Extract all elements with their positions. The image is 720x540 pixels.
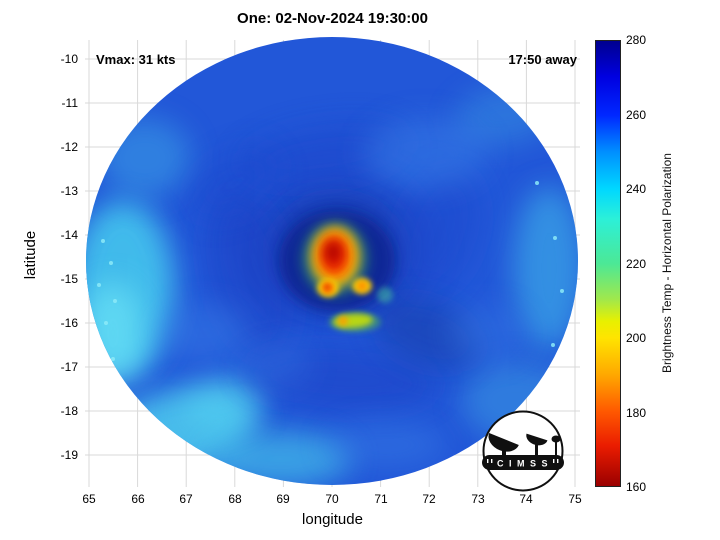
colorbar-tick: 200 <box>626 331 647 345</box>
colorbar-label: Brightness Temp - Horizontal Polarizatio… <box>660 153 674 373</box>
x-tick: 71 <box>374 492 388 506</box>
logo-circle <box>482 410 564 492</box>
colorbar-tick: 220 <box>626 257 647 271</box>
colorbar-tick: 260 <box>626 108 647 122</box>
storm-core <box>279 211 395 311</box>
y-tick: -19 <box>60 448 78 462</box>
y-axis-label: latitude <box>22 230 39 280</box>
satellite-swath <box>86 37 578 485</box>
plot-area <box>85 37 580 487</box>
x-tick: 65 <box>82 492 96 506</box>
x-axis-ticks: 65 66 67 68 69 70 71 72 73 74 75 <box>82 492 581 508</box>
observatory-silhouette-icon <box>482 433 564 470</box>
x-tick: 72 <box>422 492 436 506</box>
y-tick: -17 <box>60 360 78 374</box>
colorbar-tick: 160 <box>626 480 647 494</box>
x-tick: 75 <box>568 492 582 506</box>
y-tick: -16 <box>60 316 78 330</box>
y-tick: -13 <box>60 184 78 198</box>
x-tick: 66 <box>131 492 145 506</box>
x-tick: 68 <box>228 492 242 506</box>
y-tick: -14 <box>60 228 78 242</box>
x-tick: 69 <box>276 492 290 506</box>
x-tick: 74 <box>519 492 533 506</box>
y-tick: -18 <box>60 404 78 418</box>
colorbar-ticks: 280 260 240 220 200 180 160 <box>626 33 660 494</box>
convective-cells <box>317 278 393 332</box>
y-tick: -12 <box>60 140 78 154</box>
logo-band-ticks <box>487 459 559 463</box>
plot-title: One: 02-Nov-2024 19:30:00 <box>237 10 428 27</box>
colorbar <box>595 40 621 487</box>
vmax-annotation: Vmax: 31 kts <box>96 52 176 67</box>
x-axis-label: longitude <box>302 511 363 528</box>
colorbar-tick: 240 <box>626 182 647 196</box>
y-tick: -10 <box>60 52 78 66</box>
y-axis-ticks: -10 -11 -12 -13 -14 -15 -16 -17 -18 -19 <box>38 33 80 489</box>
y-tick: -11 <box>61 96 78 110</box>
x-tick: 70 <box>325 492 339 506</box>
colorbar-tick: 280 <box>626 33 647 47</box>
cimss-logo: C I M S S <box>482 410 564 492</box>
x-tick: 67 <box>179 492 193 506</box>
logo-text: C I M S S <box>497 459 549 469</box>
y-tick: -15 <box>60 272 78 286</box>
colorbar-tick: 180 <box>626 406 647 420</box>
time-away-annotation: 17:50 away <box>508 52 577 67</box>
x-tick: 73 <box>471 492 485 506</box>
